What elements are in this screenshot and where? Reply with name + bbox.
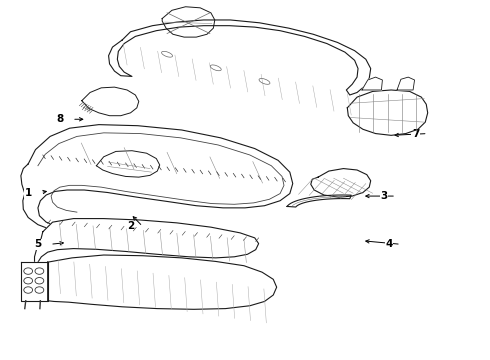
Polygon shape (109, 20, 371, 95)
Text: 1: 1 (24, 188, 32, 198)
Polygon shape (34, 219, 259, 269)
Polygon shape (287, 195, 351, 207)
Polygon shape (311, 168, 371, 197)
Text: 6: 6 (27, 282, 34, 292)
Polygon shape (21, 125, 293, 230)
Polygon shape (397, 77, 415, 90)
Polygon shape (21, 262, 48, 301)
Polygon shape (347, 90, 428, 135)
Polygon shape (48, 255, 277, 309)
Polygon shape (362, 77, 382, 90)
Polygon shape (162, 7, 215, 37)
Text: 2: 2 (127, 221, 134, 231)
Text: 4: 4 (385, 239, 392, 249)
Text: 3: 3 (380, 191, 388, 201)
Text: 7: 7 (412, 129, 419, 139)
Polygon shape (82, 87, 139, 116)
Text: 8: 8 (56, 114, 64, 124)
Polygon shape (97, 151, 160, 177)
Text: 5: 5 (34, 239, 42, 249)
